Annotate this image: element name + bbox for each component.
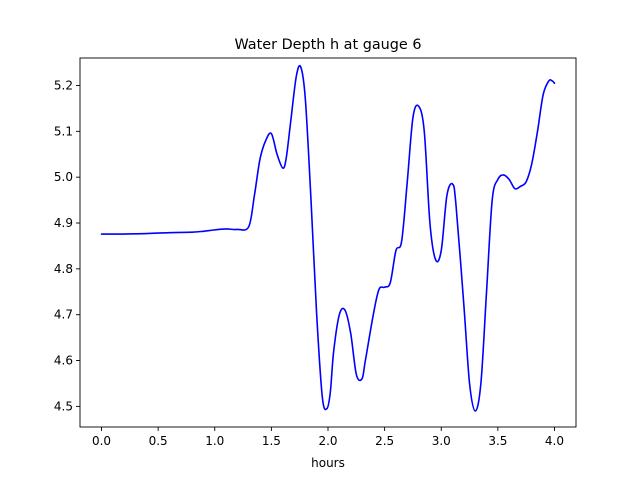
y-tick-label: 5.0 xyxy=(54,170,73,184)
y-tick-label: 4.9 xyxy=(54,216,73,230)
y-tick-label: 4.8 xyxy=(54,262,73,276)
x-axis-label: hours xyxy=(311,456,345,470)
y-tick-label: 5.1 xyxy=(54,124,73,138)
x-tick-label: 0.5 xyxy=(149,434,168,448)
x-tick-label: 1.5 xyxy=(262,434,281,448)
x-tick-label: 4.0 xyxy=(545,434,564,448)
chart-title: Water Depth h at gauge 6 xyxy=(234,37,421,53)
x-tick-label: 0.0 xyxy=(92,434,111,448)
series-line xyxy=(100,64,556,412)
y-tick-label: 4.5 xyxy=(54,399,73,413)
y-axis-ticks: 4.5 4.6 4.7 4.8 4.9 5.0 5.1 5.2 xyxy=(54,79,80,413)
plot-area xyxy=(79,57,577,428)
x-tick-label: 2.0 xyxy=(318,434,337,448)
x-tick-label: 2.5 xyxy=(375,434,394,448)
x-tick-label: 1.0 xyxy=(205,434,224,448)
y-tick-label: 5.2 xyxy=(54,79,73,93)
x-axis-ticks: 0.0 0.5 1.0 1.5 2.0 2.5 3.0 3.5 4.0 xyxy=(92,427,564,448)
axes-frame xyxy=(79,57,577,428)
x-tick-label: 3.5 xyxy=(488,434,507,448)
y-tick-label: 4.7 xyxy=(54,308,73,322)
y-tick-label: 4.6 xyxy=(54,354,73,368)
x-tick-label: 3.0 xyxy=(432,434,451,448)
